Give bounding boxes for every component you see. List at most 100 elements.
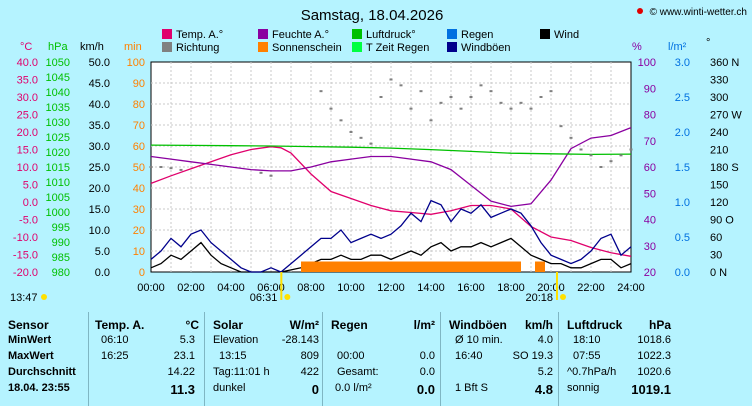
sun-bar-19 [491, 261, 501, 272]
rain-rate: 0.0 l/m² [335, 382, 372, 394]
pressure-avg-value: 1020.6 [637, 366, 671, 378]
pressure-tick-14: 980 [52, 267, 70, 279]
direction-point-10 [359, 136, 363, 139]
direction-point-14 [399, 84, 403, 87]
sun-tick-8: 20 [133, 225, 145, 237]
pressure-trend: ^0.7hPa/h [567, 366, 617, 378]
direction-tick-3: 270 W [710, 110, 742, 122]
sun-bar-1 [311, 261, 321, 272]
rain-total-value: 0.0 [419, 366, 435, 378]
wind-tick-9: 5.0 [95, 246, 110, 258]
direction-tick-10: 60 [710, 232, 722, 244]
direction-point-6 [319, 90, 323, 93]
series-line-4 [150, 199, 632, 273]
sun-bar-17 [471, 261, 481, 272]
solar-unit: W/m² [289, 318, 319, 332]
sunrise-sun-icon [284, 294, 291, 300]
temp-axis-unit: °C [20, 41, 32, 53]
temp-max-value: 23.1 [173, 350, 195, 362]
temp-max-time: 16:25 [101, 350, 129, 362]
legend-swatch-2 [352, 29, 362, 39]
sun-bar-15 [451, 261, 461, 272]
rain-axis-unit: l/m² [668, 41, 687, 53]
legend-swatch-7 [352, 42, 362, 52]
series-line-2 [150, 144, 632, 156]
rain-tick-5: 0.5 [675, 232, 690, 244]
direction-point-25 [509, 107, 513, 110]
sun-bar-6 [361, 261, 371, 272]
solar-max-value: 809 [300, 350, 319, 362]
series-line-0 [150, 146, 632, 257]
direction-tick-5: 210 [710, 145, 728, 157]
direction-point-8 [339, 119, 343, 122]
pressure-tick-5: 1025 [46, 132, 70, 144]
pressure-axis-unit: hPa [48, 41, 68, 53]
sun-bar-21 [511, 261, 521, 272]
pressure-tick-8: 1010 [46, 177, 70, 189]
sun-bar-9 [391, 261, 401, 272]
direction-tick-6: 180 S [710, 162, 739, 174]
gust-unit: km/h [524, 318, 553, 332]
pressure-forecast: sonnig [567, 382, 600, 394]
sun-bar-3 [331, 261, 341, 272]
series-line-3 [150, 237, 632, 273]
wind-tick-4: 30.0 [89, 141, 110, 153]
time-tick-5: 10:00 [337, 282, 365, 294]
temp-tick-7: 5.0 [23, 180, 38, 192]
direction-tick-8: 120 [710, 197, 728, 209]
weather-chart: Samstag, 18.04.2026 © www.winti-wetter.c… [10, 7, 747, 304]
temp-tick-0: 40.0 [17, 57, 38, 69]
sun-bar-5 [351, 261, 361, 272]
temp-header: Temp. A. [95, 318, 145, 332]
direction-point-3 [179, 168, 183, 171]
wind-tick-1: 45.0 [89, 78, 110, 90]
direction-point-1 [159, 166, 163, 168]
direction-point-20 [459, 107, 463, 110]
direction-point-5 [269, 174, 273, 177]
website-credit[interactable]: © www.winti-wetter.ch [637, 7, 747, 18]
series-line-1 [150, 126, 632, 208]
legend-label-7: T Zeit Regen [366, 42, 429, 54]
chart-title: Samstag, 18.04.2026 [301, 7, 444, 24]
humidity-tick-3: 70 [644, 136, 656, 148]
legend-label-1: Feuchte A.° [272, 29, 329, 41]
pressure-max-value: 1022.3 [637, 350, 671, 362]
humidity-tick-6: 40 [644, 215, 656, 227]
humidity-tick-1: 90 [644, 83, 656, 95]
sun-bar-12 [421, 261, 431, 272]
stats-sensor: Sensor MinWert MaxWert Durchschnitt 18.0… [0, 312, 88, 406]
solar-max-time: 13:15 [219, 350, 247, 362]
direction-point-15 [409, 107, 413, 110]
sun-tick-4: 60 [133, 141, 145, 153]
sun-tick-9: 10 [133, 246, 145, 258]
axis-unit-labels: °C hPa km/h min% l/m² ° [20, 37, 710, 53]
sensor-current-label: 18.04. 23:55 [8, 382, 70, 394]
sun-bar-13 [431, 261, 441, 272]
legend-label-2: Luftdruck° [366, 29, 416, 41]
sun-tick-6: 40 [133, 183, 145, 195]
time-tick-3: 06:00 [257, 282, 285, 294]
sun-bar-4 [341, 261, 351, 272]
wind-tick-5: 25.0 [89, 162, 110, 174]
direction-tick-9: 90 O [710, 215, 734, 227]
legend-label-4: Wind [554, 29, 579, 41]
rain-max-time: 00:00 [337, 350, 365, 362]
website-link[interactable]: © www.winti-wetter.ch [650, 7, 747, 18]
direction-point-21 [469, 96, 473, 98]
stats-pressure: Luftdruck hPa 18:10 1018.6 07:55 1022.3 ^0.… [558, 312, 675, 406]
sensor-min-label: MinWert [8, 334, 52, 346]
pressure-tick-11: 995 [52, 222, 70, 234]
wind-tick-6: 20.0 [89, 183, 110, 195]
sun-bar-20 [501, 261, 511, 272]
direction-point-37 [629, 148, 633, 151]
sun-tick-0: 100 [127, 57, 145, 69]
legend-label-0: Temp. A.° [176, 29, 223, 41]
direction-axis-unit: ° [706, 37, 710, 49]
pressure-tick-1: 1045 [46, 72, 70, 84]
direction-point-28 [539, 96, 543, 98]
sun-tick-1: 90 [133, 78, 145, 90]
time-markers: 06:31 20:18 13:47 [10, 272, 566, 304]
temp-tick-11: -15.0 [13, 250, 38, 262]
gust-header: Windböen [449, 318, 507, 332]
wind-tick-0: 50.0 [89, 57, 110, 69]
